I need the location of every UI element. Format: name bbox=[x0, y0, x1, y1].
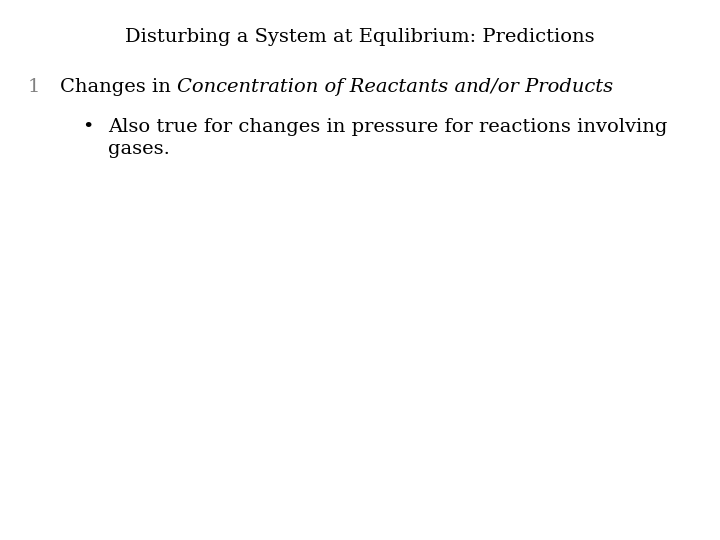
Text: •: • bbox=[82, 118, 94, 136]
Text: Disturbing a System at Equlibrium: Predictions: Disturbing a System at Equlibrium: Predi… bbox=[125, 28, 595, 46]
Text: Also true for changes in pressure for reactions involving: Also true for changes in pressure for re… bbox=[108, 118, 667, 136]
Text: Changes in: Changes in bbox=[60, 78, 177, 96]
Text: 1: 1 bbox=[28, 78, 40, 96]
Text: Concentration of Reactants and/or Products: Concentration of Reactants and/or Produc… bbox=[177, 78, 613, 96]
Text: gases.: gases. bbox=[108, 140, 170, 158]
